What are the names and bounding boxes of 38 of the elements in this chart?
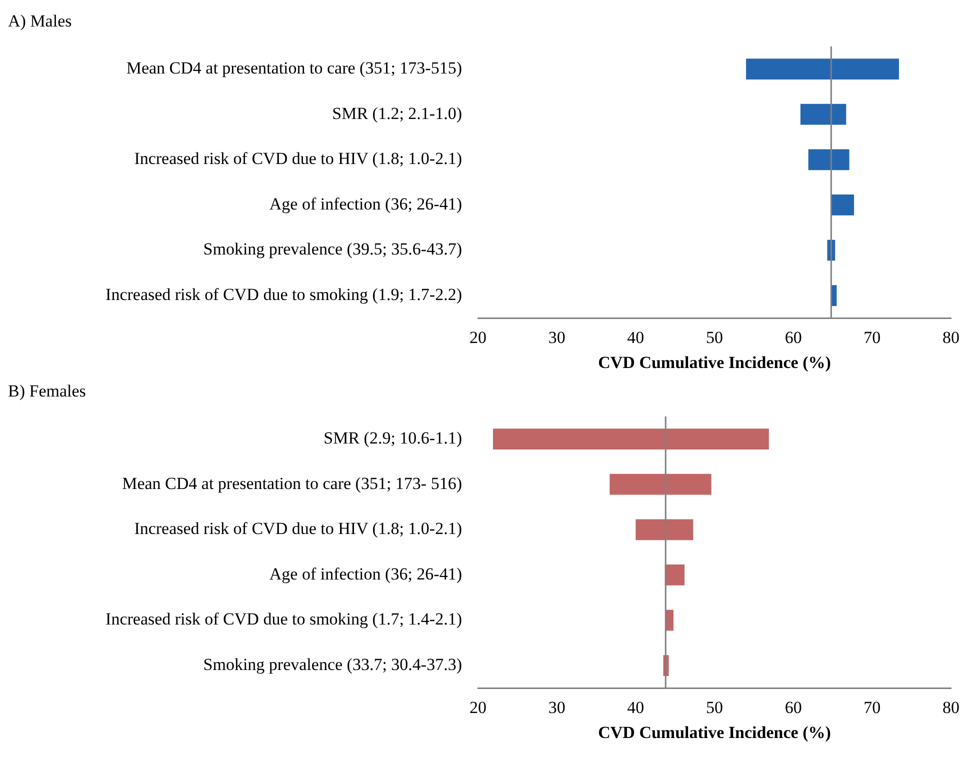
- x-tick-label: 60: [784, 328, 802, 347]
- bar: [800, 104, 846, 125]
- y-tick-label: Mean CD4 at presentation to care (351; 173-515): [126, 58, 462, 78]
- x-tick-label: 40: [627, 328, 644, 347]
- x-axis-title: CVD Cumulative Incidence (%): [598, 723, 831, 742]
- y-tick-label: Mean CD4 at presentation to care (351; 173- 516): [122, 474, 462, 493]
- x-tick-label: 80: [942, 698, 960, 717]
- bar: [636, 519, 694, 540]
- x-tick-label: 30: [548, 328, 566, 347]
- y-tick-label: Increased risk of CVD due to smoking (1.9; 1.7-2.2): [106, 285, 462, 304]
- x-axis-title: CVD Cumulative Incidence (%): [598, 353, 831, 372]
- text: B) Females: [8, 382, 86, 401]
- bar: [664, 564, 685, 586]
- x-tick-label: 40: [627, 698, 644, 717]
- y-tick-label: SMR (2.9; 10.6-1.1): [324, 428, 462, 448]
- x-tick-label: 70: [864, 698, 881, 717]
- bar: [831, 194, 854, 216]
- y-tick-label: Smoking prevalence (33.7; 30.4-37.3): [203, 655, 462, 674]
- y-tick-label: Increased risk of CVD due to smoking (1.7; 1.4-2.1): [106, 610, 462, 629]
- y-tick-label: SMR (1.2; 2.1-1.0): [332, 104, 462, 123]
- x-tick-label: 80: [942, 328, 960, 347]
- y-tick-label: Age of infection (36; 26-41): [269, 194, 462, 214]
- text: A) Males: [8, 12, 72, 31]
- x-tick-label: 70: [864, 328, 881, 347]
- x-tick-label: 20: [470, 328, 486, 347]
- y-tick-label: Increased risk of CVD due to HIV (1.8; 1.0-2.1): [134, 149, 462, 168]
- x-tick-label: 20: [470, 698, 486, 717]
- x-tick-label: 30: [548, 698, 566, 717]
- y-tick-label: Increased risk of CVD due to HIV (1.8; 1.0-2.1): [134, 519, 462, 538]
- y-tick-label: Age of infection (36; 26-41): [269, 564, 462, 584]
- bar: [746, 58, 899, 80]
- y-tick-label: Smoking prevalence (39.5; 35.6-43.7): [203, 240, 462, 259]
- x-tick-label: 50: [706, 328, 723, 347]
- x-tick-label: 50: [706, 698, 723, 717]
- bar: [492, 428, 769, 450]
- x-tick-label: 60: [784, 698, 802, 717]
- bar: [610, 474, 712, 495]
- bar: [808, 149, 850, 170]
